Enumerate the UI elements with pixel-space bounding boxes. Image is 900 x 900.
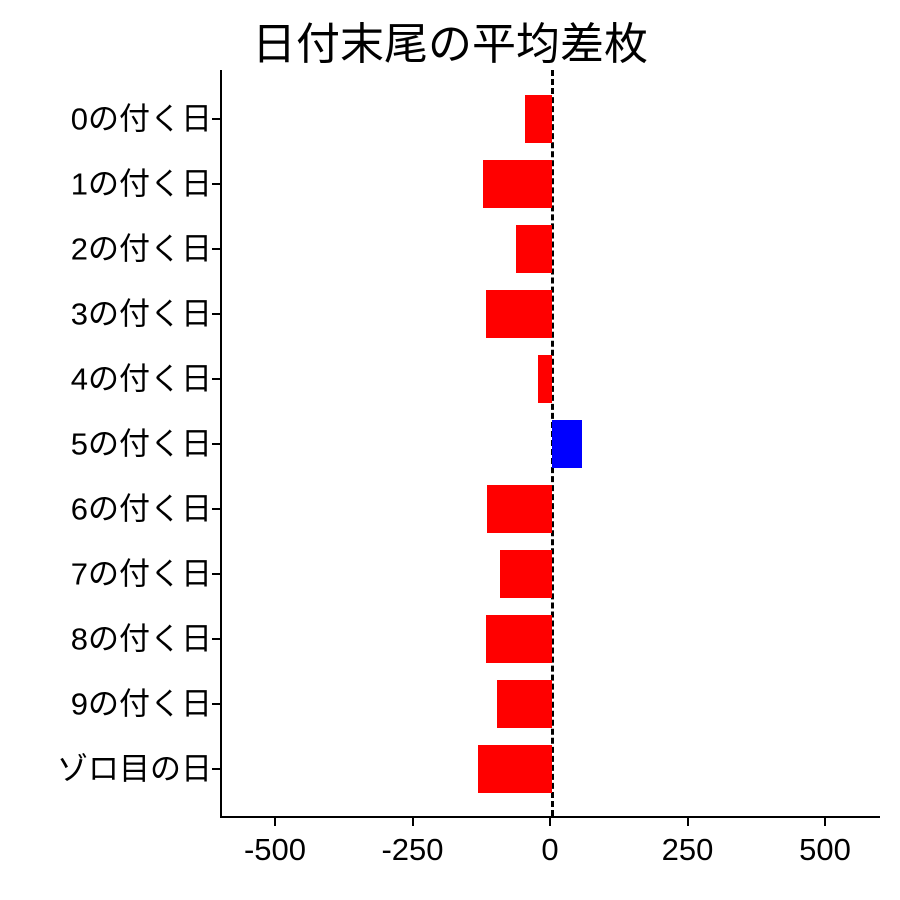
x-axis-label: -250 (381, 832, 443, 868)
y-tick (212, 248, 220, 250)
x-axis-label: -500 (244, 832, 306, 868)
bar (486, 290, 552, 338)
y-axis-label: 3の付く日 (2, 298, 212, 329)
bar (552, 420, 582, 468)
bar (525, 95, 552, 143)
y-tick (212, 378, 220, 380)
y-axis-label: 0の付く日 (2, 103, 212, 134)
chart-title: 日付末尾の平均差枚 (0, 8, 900, 72)
x-tick (687, 818, 689, 826)
y-tick (212, 703, 220, 705)
y-axis-label: 5の付く日 (2, 429, 212, 460)
y-axis-label: 6の付く日 (2, 494, 212, 525)
bar (497, 680, 552, 728)
y-tick (212, 768, 220, 770)
x-axis-label: 250 (662, 832, 714, 868)
y-axis-label: ゾロ目の日 (2, 754, 212, 785)
bar (516, 225, 552, 273)
x-tick (274, 818, 276, 826)
bar (538, 355, 552, 403)
y-tick (212, 443, 220, 445)
x-tick (549, 818, 551, 826)
x-tick (824, 818, 826, 826)
y-axis-label: 4の付く日 (2, 363, 212, 394)
y-axis-label: 9の付く日 (2, 689, 212, 720)
bar (478, 745, 552, 793)
bar (486, 615, 552, 663)
x-axis-label: 500 (799, 832, 851, 868)
x-tick (412, 818, 414, 826)
bar (483, 160, 552, 208)
y-axis-label: 7の付く日 (2, 559, 212, 590)
chart-container: 日付末尾の平均差枚 0の付く日 1の付く日 2の付く日 3の付く日 4の付く日 5の付く日… (0, 0, 900, 900)
bar (500, 550, 552, 598)
bar (487, 485, 552, 533)
plot-area (220, 70, 880, 818)
y-tick (212, 313, 220, 315)
y-tick (212, 183, 220, 185)
y-tick (212, 573, 220, 575)
y-axis-label: 2の付く日 (2, 233, 212, 264)
y-axis-label: 8の付く日 (2, 624, 212, 655)
y-tick (212, 638, 220, 640)
y-tick (212, 118, 220, 120)
x-axis-label: 0 (541, 832, 558, 868)
y-tick (212, 508, 220, 510)
y-axis-label: 1の付く日 (2, 168, 212, 199)
